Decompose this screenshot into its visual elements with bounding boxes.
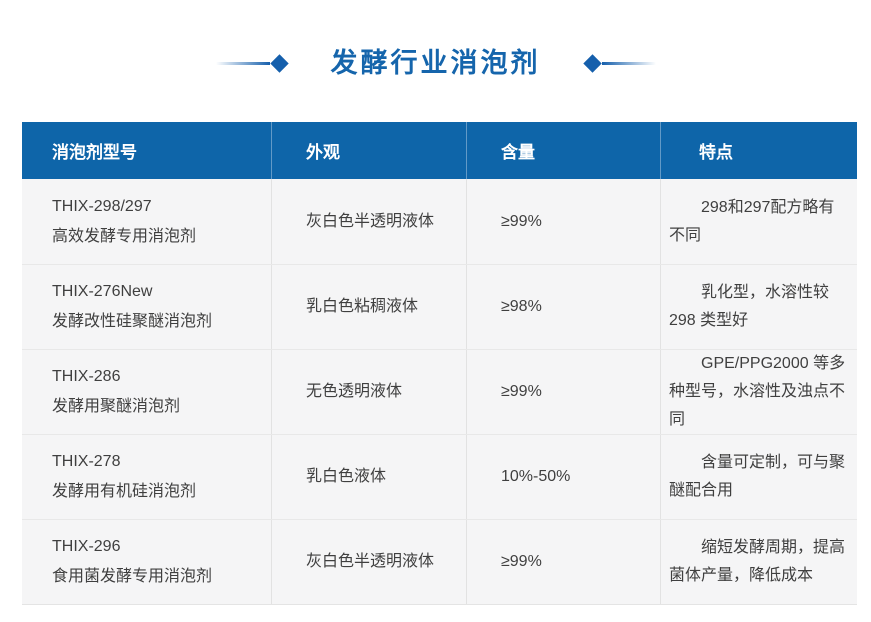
- features-cell: 298和297配方略有不同: [661, 179, 857, 264]
- header-cell-appearance: 外观: [272, 122, 467, 179]
- appearance-value: 乳白色粘稠液体: [306, 298, 419, 315]
- model-code: THIX-276New: [52, 283, 153, 300]
- features-cell: 缩短发酵周期，提高菌体产量，降低成本: [661, 520, 857, 604]
- model-description: 食用菌发酵专用消泡剂: [52, 568, 213, 585]
- content-value: 10%-50%: [501, 468, 571, 485]
- page-header: 发酵行业消泡剂: [0, 40, 871, 86]
- appearance-value: 无色透明液体: [306, 383, 403, 400]
- content-cell: 10%-50%: [467, 435, 661, 519]
- table-row: THIX-286 发酵用聚醚消泡剂 无色透明液体 ≥99% GPE/PPG200…: [22, 349, 857, 434]
- content-cell: ≥99%: [467, 179, 661, 264]
- appearance-value: 灰白色半透明液体: [306, 553, 435, 570]
- features-value: 缩短发酵周期，提高菌体产量，降低成本: [669, 539, 846, 584]
- model-description: 发酵用聚醚消泡剂: [52, 398, 181, 415]
- defoamer-table: 消泡剂型号 外观 含量 特点 THIX-298/297 高效发酵专用消泡剂 灰白…: [22, 122, 857, 605]
- diamond-icon: [269, 53, 289, 73]
- decoration-line-left: [215, 61, 270, 65]
- table-row: THIX-296 食用菌发酵专用消泡剂 灰白色半透明液体 ≥99% 缩短发酵周期…: [22, 519, 857, 604]
- header-cell-content: 含量: [467, 122, 661, 179]
- features-value: GPE/PPG2000 等多种型号，水溶性及浊点不同: [669, 355, 846, 428]
- appearance-cell: 灰白色半透明液体: [272, 179, 467, 264]
- content-value: ≥99%: [501, 212, 542, 230]
- features-value: 乳化型，水溶性较 298 类型好: [669, 284, 830, 329]
- content-cell: ≥99%: [467, 350, 661, 434]
- content-cell: ≥99%: [467, 520, 661, 604]
- title-decoration-right: [582, 53, 656, 73]
- model-cell: THIX-278 发酵用有机硅消泡剂: [22, 435, 272, 519]
- model-code: THIX-296: [52, 538, 121, 555]
- appearance-value: 乳白色液体: [306, 468, 387, 485]
- features-value: 含量可定制，可与聚醚配合用: [669, 454, 846, 499]
- header-cell-features: 特点: [699, 143, 733, 162]
- model-description: 高效发酵专用消泡剂: [52, 227, 197, 245]
- model-code: THIX-278: [52, 453, 121, 470]
- content-value: ≥98%: [501, 298, 542, 315]
- content-value: ≥99%: [501, 553, 542, 570]
- model-code: THIX-286: [52, 368, 121, 385]
- content-value: ≥99%: [501, 383, 542, 400]
- model-cell: THIX-298/297 高效发酵专用消泡剂: [22, 179, 272, 264]
- features-cell: 含量可定制，可与聚醚配合用: [661, 435, 857, 519]
- model-description: 发酵用有机硅消泡剂: [52, 483, 197, 500]
- table-row: THIX-278 发酵用有机硅消泡剂 乳白色液体 10%-50% 含量可定制，可…: [22, 434, 857, 519]
- model-cell: THIX-276New 发酵改性硅聚醚消泡剂: [22, 265, 272, 349]
- model-cell: THIX-296 食用菌发酵专用消泡剂: [22, 520, 272, 604]
- appearance-cell: 无色透明液体: [272, 350, 467, 434]
- header-cell-model: 消泡剂型号: [22, 122, 272, 179]
- appearance-cell: 乳白色粘稠液体: [272, 265, 467, 349]
- model-description: 发酵改性硅聚醚消泡剂: [52, 313, 213, 330]
- features-cell: GPE/PPG2000 等多种型号，水溶性及浊点不同: [661, 350, 857, 434]
- table-header-row: 消泡剂型号 外观 含量 特点: [22, 122, 857, 179]
- table-row: THIX-298/297 高效发酵专用消泡剂 灰白色半透明液体 ≥99% 298…: [22, 179, 857, 264]
- features-value: 298和297配方略有不同: [669, 198, 835, 244]
- appearance-value: 灰白色半透明液体: [306, 212, 435, 230]
- content-cell: ≥98%: [467, 265, 661, 349]
- model-cell: THIX-286 发酵用聚醚消泡剂: [22, 350, 272, 434]
- appearance-cell: 乳白色液体: [272, 435, 467, 519]
- features-cell: 乳化型，水溶性较 298 类型好: [661, 265, 857, 349]
- model-code: THIX-298/297: [52, 197, 152, 215]
- diamond-icon: [582, 53, 602, 73]
- page-title: 发酵行业消泡剂: [330, 47, 541, 78]
- title-decoration-left: [215, 53, 289, 73]
- decoration-line-right: [601, 61, 656, 65]
- appearance-cell: 灰白色半透明液体: [272, 520, 467, 604]
- table-row: THIX-276New 发酵改性硅聚醚消泡剂 乳白色粘稠液体 ≥98% 乳化型，…: [22, 264, 857, 349]
